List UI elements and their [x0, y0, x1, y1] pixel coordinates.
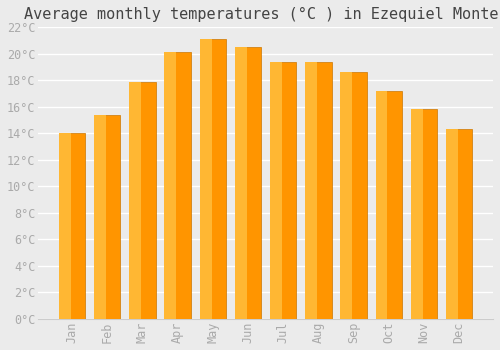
Bar [446, 130, 458, 319]
Title: Average monthly temperatures (°C ) in Ezequiel Montes: Average monthly temperatures (°C ) in Ez… [24, 7, 500, 22]
Bar [411, 110, 422, 319]
Bar [130, 82, 141, 319]
Bar [200, 39, 226, 319]
Bar [94, 115, 106, 319]
Bar [376, 91, 402, 319]
Bar [270, 62, 282, 319]
Bar [376, 91, 388, 319]
Bar [200, 39, 211, 319]
Bar [340, 72, 367, 319]
Bar [446, 130, 472, 319]
Bar [235, 47, 246, 319]
Bar [164, 52, 191, 319]
Bar [305, 62, 332, 319]
Bar [340, 72, 352, 319]
Bar [235, 47, 261, 319]
Bar [270, 62, 296, 319]
Bar [59, 133, 71, 319]
Bar [164, 52, 176, 319]
Bar [411, 110, 437, 319]
Bar [130, 82, 156, 319]
Bar [94, 115, 120, 319]
Bar [59, 133, 86, 319]
Bar [305, 62, 317, 319]
